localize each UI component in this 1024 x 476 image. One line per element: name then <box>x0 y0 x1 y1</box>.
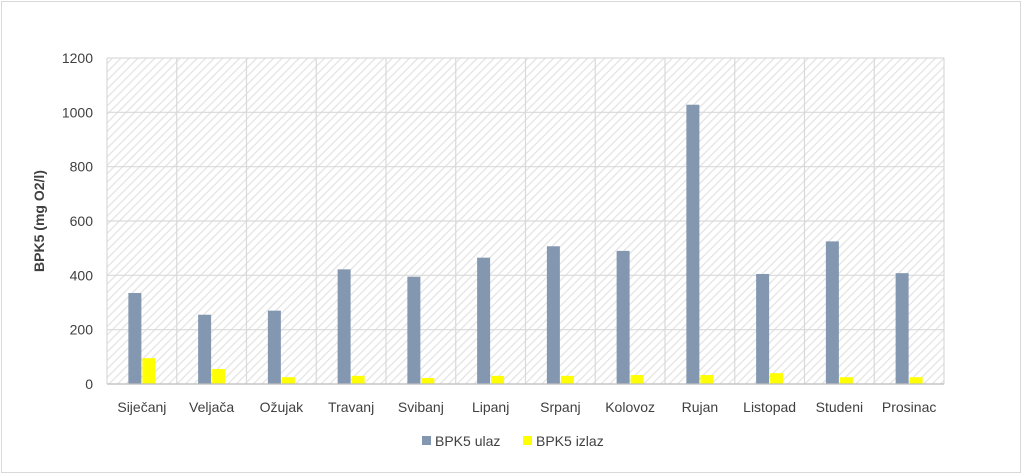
y-axis-title: BPK5 (mg O2/l) <box>31 170 47 272</box>
x-tick-label: Studeni <box>816 399 863 415</box>
bar-izlaz <box>351 375 365 384</box>
bars <box>128 104 923 384</box>
x-tick-label: Srpanj <box>540 399 580 415</box>
bar-izlaz <box>560 375 574 384</box>
y-tick-label: 800 <box>70 159 94 175</box>
y-tick-label: 400 <box>70 267 94 283</box>
bar-izlaz <box>142 358 156 384</box>
bar-ulaz <box>756 273 770 384</box>
bar-izlaz <box>839 377 853 384</box>
x-tick-label: Kolovoz <box>605 399 655 415</box>
x-tick-label: Siječanj <box>117 399 166 415</box>
x-tick-label: Lipanj <box>472 399 509 415</box>
bar-izlaz <box>630 375 644 384</box>
gridlines <box>106 57 945 385</box>
bar-ulaz <box>477 257 491 384</box>
y-tick-label: 1000 <box>62 104 93 120</box>
bar-ulaz <box>198 314 212 384</box>
x-tick-label: Svibanj <box>398 399 444 415</box>
bar-izlaz <box>212 369 226 384</box>
legend-label: BPK5 ulaz <box>435 433 500 449</box>
legend-swatch <box>422 436 431 445</box>
bar-izlaz <box>700 375 714 384</box>
bar-ulaz <box>825 241 839 384</box>
bar-izlaz <box>421 378 435 384</box>
bar-izlaz <box>491 375 505 384</box>
bar-ulaz <box>616 250 630 384</box>
bar-ulaz <box>267 310 281 384</box>
legend-swatch <box>523 436 532 445</box>
y-tick-label: 600 <box>70 213 94 229</box>
bar-izlaz <box>909 377 923 384</box>
x-tick-label: Rujan <box>682 399 719 415</box>
x-tick-label: Veljača <box>189 399 234 415</box>
y-tick-label: 200 <box>70 322 94 338</box>
bar-ulaz <box>407 276 421 384</box>
bar-ulaz <box>337 269 351 384</box>
bar-ulaz <box>895 273 909 384</box>
y-tick-label: 1200 <box>62 50 93 66</box>
legend: BPK5 ulaz BPK5 izlaz <box>422 433 604 449</box>
x-tick-label: Travanj <box>328 399 374 415</box>
bar-izlaz <box>281 377 295 384</box>
x-tick-label: Listopad <box>743 399 796 415</box>
bar-ulaz <box>686 104 700 384</box>
x-tick-label: Ožujak <box>260 399 305 415</box>
bar-ulaz <box>128 292 142 384</box>
y-tick-label: 0 <box>85 376 93 392</box>
bar-izlaz <box>770 373 784 384</box>
axes: 0 200 400 600 800 1000 1200 Siječanj Veljača Ožuj… <box>62 50 944 415</box>
legend-label: BPK5 izlaz <box>536 433 604 449</box>
bar-ulaz <box>546 246 560 384</box>
x-tick-label: Prosinac <box>882 399 936 415</box>
